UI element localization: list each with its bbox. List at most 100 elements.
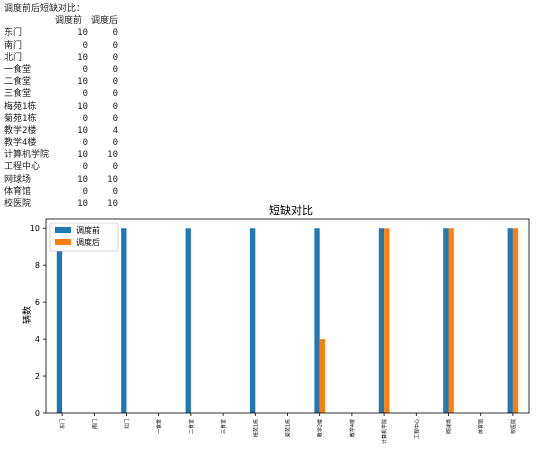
bar-after	[448, 228, 454, 413]
bar-before	[378, 228, 385, 413]
console-row-name: 教学4楼	[4, 138, 37, 149]
console-rows: 东门 10 0 南门 0 0 北门 10 0 一食堂 0 0 二食堂 10 0 三食堂 0 0 梅苑1栋 10 0 菊苑1…	[4, 27, 204, 210]
console-row-before: 0	[82, 40, 88, 51]
console-row-name: 教学2楼	[4, 125, 37, 136]
console-row-before: 10	[77, 174, 88, 185]
console-row-name: 二食堂	[4, 77, 32, 88]
bar-before	[443, 228, 449, 413]
console-row: 工程中心 0 0	[4, 161, 204, 173]
console-row: 北门 10 0	[4, 52, 204, 64]
console-output: 调度前后短缺对比： 调度前 调度后 东门 10 0 南门 0 0 北门 10 0 一食堂 0 0 二食堂…	[4, 3, 204, 210]
console-row-after: 0	[112, 113, 118, 124]
console-row: 网球场 10 10	[4, 174, 204, 186]
x-tick-label: 北门	[124, 419, 131, 429]
plot-area: 0 2 4 6 8 10 东门 南门 北门 一食堂 二食堂 三食堂 梅苑1栋 菊苑1栋 教学2楼 教学4楼 计算…	[30, 218, 530, 444]
console-row: 校医院 10 10	[4, 198, 204, 210]
console-row-name: 东门	[4, 28, 23, 39]
console-row: 计算机学院 10 10	[4, 149, 204, 161]
x-tick-label: 教学2楼	[317, 419, 324, 437]
console-row-after: 0	[112, 101, 118, 112]
bar-after	[512, 228, 519, 413]
x-tick-label: 体育馆	[478, 419, 485, 434]
console-row-name: 计算机学院	[4, 150, 50, 161]
console-row-name: 网球场	[4, 174, 32, 185]
x-tick-label: 二食堂	[188, 419, 195, 434]
console-row: 三食堂 0 0	[4, 88, 204, 100]
console-row-after: 0	[112, 28, 118, 39]
plot-background	[46, 219, 529, 413]
console-row-name: 三食堂	[4, 89, 32, 100]
x-tick-label: 教学4楼	[349, 419, 356, 437]
x-tick-label: 东门	[59, 419, 66, 429]
console-row-before: 10	[77, 77, 88, 88]
x-tick-label: 工程中心	[413, 419, 420, 439]
console-row: 体育馆 0 0	[4, 186, 204, 198]
bar-before	[121, 228, 127, 413]
y-tick-label: 6	[35, 298, 40, 307]
console-row-before: 10	[77, 125, 88, 136]
console-row-after: 0	[112, 52, 118, 63]
console-row-after: 4	[112, 125, 118, 136]
bar-before	[185, 228, 191, 413]
console-column-before: 调度前	[55, 16, 83, 27]
console-title: 调度前后短缺对比：	[4, 4, 86, 14]
x-tick-label: 计算机学院	[381, 419, 388, 444]
y-tick-label: 4	[35, 335, 40, 344]
x-tick-label: 一食堂	[156, 419, 163, 434]
console-row-after: 10	[107, 150, 118, 161]
bar-before	[249, 228, 256, 413]
console-row-before: 0	[82, 186, 88, 197]
console-row-after: 0	[112, 40, 118, 51]
console-row: 一食堂 0 0	[4, 64, 204, 76]
bar-after	[384, 228, 390, 413]
legend-swatch	[55, 227, 71, 233]
x-tick-label: 三食堂	[220, 419, 227, 434]
legend-label: 调度后	[76, 237, 100, 247]
console-row-before: 10	[77, 199, 88, 209]
console-header: 调度前 调度后	[4, 15, 204, 27]
console-column-after: 调度后	[91, 16, 119, 27]
bar-before	[507, 228, 513, 413]
console-row-before: 0	[82, 89, 88, 100]
y-tick-label: 10	[30, 224, 40, 233]
console-row: 二食堂 10 0	[4, 76, 204, 88]
console-row-name: 体育馆	[4, 186, 32, 197]
chart-title: 短缺对比	[269, 203, 313, 217]
console-row-after: 0	[112, 162, 118, 173]
console-row-after: 0	[112, 64, 118, 75]
x-tick-label: 校医院	[510, 419, 517, 434]
console-row-before: 0	[82, 138, 88, 149]
console-row: 东门 10 0	[4, 27, 204, 39]
bar-after	[319, 339, 326, 413]
x-tick-label: 菊苑1栋	[285, 419, 292, 437]
console-row-before: 0	[82, 64, 88, 75]
console-row-name: 一食堂	[4, 64, 32, 75]
console-row-name: 梅苑1栋	[4, 101, 37, 112]
y-tick-label: 0	[35, 409, 40, 418]
console-row: 南门 0 0	[4, 40, 204, 52]
legend-swatch	[55, 239, 71, 245]
y-axis-label: 辆数	[21, 306, 33, 324]
console-row-before: 10	[77, 52, 88, 63]
console-row-before: 10	[77, 28, 88, 39]
console-row: 梅苑1栋 10 0	[4, 101, 204, 113]
x-tick-label: 梅苑1栋	[252, 419, 259, 437]
shortage-chart: 短缺对比 辆数 0 2 4 6 8 10 东门 南门 北门 一食堂 二食堂 三食堂 梅苑1栋 菊苑1栋 教学…	[21, 203, 530, 444]
x-tick-label: 南门	[91, 419, 98, 429]
y-tick-label: 8	[35, 261, 40, 270]
console-row-name: 南门	[4, 40, 23, 51]
console-row: 教学4楼 0 0	[4, 137, 204, 149]
console-row-name: 校医院	[4, 199, 32, 209]
bar-before	[56, 228, 63, 413]
console-row-after: 0	[112, 77, 118, 88]
console-row-after: 0	[112, 138, 118, 149]
console-row: 菊苑1栋 0 0	[4, 113, 204, 125]
x-tick-label: 网球场	[446, 419, 453, 434]
console-row-name: 北门	[4, 52, 23, 63]
console-row-after: 0	[112, 186, 118, 197]
console-row-before: 10	[77, 150, 88, 161]
y-tick-label: 2	[35, 372, 40, 381]
console-row-name: 工程中心	[4, 162, 41, 173]
legend-label: 调度前	[76, 225, 100, 235]
console-row-after: 0	[112, 89, 118, 100]
